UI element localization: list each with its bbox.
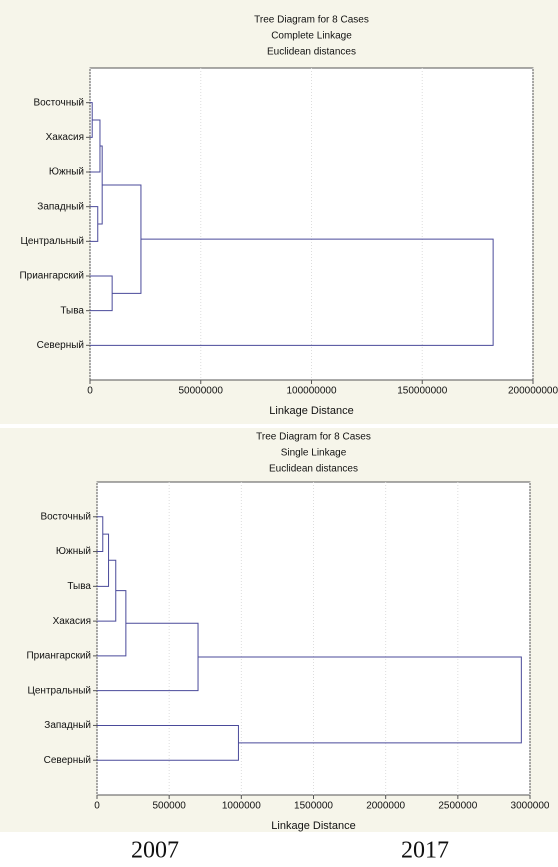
x-axis-label: Linkage Distance xyxy=(269,405,353,417)
x-tick-label: 500000 xyxy=(152,801,186,812)
chart-subtitle: Euclidean distances xyxy=(269,464,358,475)
chart-subtitle: Single Linkage xyxy=(281,448,347,459)
x-tick-label: 1000000 xyxy=(222,801,261,812)
x-tick-label: 2000000 xyxy=(366,801,405,812)
leaf-label: Западный xyxy=(37,201,84,212)
leaf-label: Тыва xyxy=(60,305,84,316)
x-axis-label: Linkage Distance xyxy=(271,820,355,832)
leaf-label: Приангарский xyxy=(19,271,84,282)
leaf-label: Восточный xyxy=(33,97,84,108)
leaf-label: Хакасия xyxy=(46,132,84,143)
leaf-label: Северный xyxy=(37,340,84,351)
dendrogram-link xyxy=(97,559,117,622)
leaf-label: Приангарский xyxy=(26,651,91,662)
x-tick-label: 0 xyxy=(94,801,100,812)
leaf-label: Центральный xyxy=(27,685,91,696)
dendrogram-link xyxy=(90,238,494,346)
leaf-label: Восточный xyxy=(40,511,91,522)
chart-title: Tree Diagram for 8 Cases xyxy=(254,15,369,26)
dendrogram-link xyxy=(198,656,522,744)
leaf-label: Тыва xyxy=(67,581,91,592)
x-tick-label: 100000000 xyxy=(286,386,336,397)
x-tick-label: 50000000 xyxy=(179,386,224,397)
x-tick-label: 1500000 xyxy=(294,801,333,812)
dendrogram-link xyxy=(97,622,199,692)
leaf-label: Центральный xyxy=(20,236,84,247)
caption: 2007 xyxy=(131,838,179,864)
leaf-label: Западный xyxy=(44,720,91,731)
x-tick-label: 200000000 xyxy=(508,386,558,397)
leaf-label: Южный xyxy=(56,546,91,557)
leaf-label: Южный xyxy=(49,167,84,178)
x-tick-label: 3000000 xyxy=(511,801,550,812)
dendrogram-link xyxy=(97,516,104,553)
caption: 2017 xyxy=(401,838,449,864)
leaf-label: Северный xyxy=(44,755,91,766)
x-tick-label: 0 xyxy=(87,386,93,397)
x-tick-label: 2500000 xyxy=(438,801,477,812)
leaf-label: Хакасия xyxy=(53,616,91,627)
chart-title: Tree Diagram for 8 Cases xyxy=(256,432,371,443)
x-tick-label: 150000000 xyxy=(397,386,447,397)
chart-subtitle: Euclidean distances xyxy=(267,47,356,58)
chart-subtitle: Complete Linkage xyxy=(271,31,352,42)
